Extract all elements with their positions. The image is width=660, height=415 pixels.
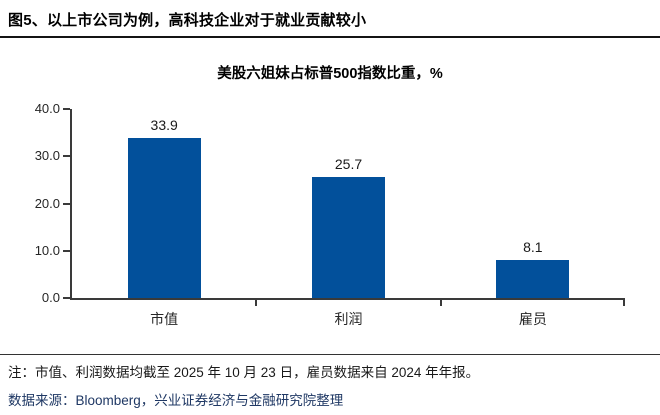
- x-axis-category-label: 市值: [150, 311, 179, 327]
- bar-利润: [312, 177, 385, 298]
- x-axis-tick-mark: [623, 300, 625, 306]
- y-axis-tick-mark: [63, 297, 70, 299]
- bar-雇员: [496, 260, 570, 298]
- bar-市值: [127, 138, 201, 298]
- bar-value-label: 8.1: [523, 239, 543, 255]
- y-axis-tick-mark: [63, 202, 70, 205]
- x-axis-category-label: 雇员: [518, 311, 547, 327]
- y-axis-tick-label: 20.0: [34, 195, 60, 211]
- y-axis-tick-label: 10.0: [34, 242, 60, 258]
- y-axis-tick-label: 0.0: [41, 290, 60, 305]
- x-axis-tick-mark: [439, 300, 442, 306]
- y-axis-tick-label: 30.0: [34, 148, 60, 164]
- chart-title: 美股六姐妹占标普500指数比重，%: [217, 66, 443, 82]
- plot-area: 40.0 30.0 20.0 10.0 0.0 33.9 市值 25.7 利润 8.1 雇员: [35, 101, 625, 327]
- chart-note: 注：市值、利润数据均截至 2025 年 10 月 23 日，雇员数据来自 202…: [8, 365, 480, 380]
- x-axis-category-label: 利润: [334, 311, 363, 327]
- footer-divider: [0, 354, 660, 355]
- bar-value-label: 33.9: [150, 117, 178, 133]
- bar-value-label: 25.7: [334, 156, 363, 172]
- y-axis-tick-mark: [63, 249, 70, 252]
- y-axis-tick-mark: [63, 108, 70, 110]
- x-axis-tick-mark: [255, 300, 258, 306]
- y-axis-tick-mark: [63, 155, 70, 158]
- y-axis-tick-label: 40.0: [34, 101, 60, 116]
- figure-header: 图5、以上市公司为例，高科技企业对于就业贡献较小: [0, 0, 660, 38]
- figure-title: 图5、以上市公司为例，高科技企业对于就业贡献较小: [8, 12, 367, 29]
- data-source: 数据来源：Bloomberg，兴业证券经济与金融研究院整理: [8, 393, 344, 408]
